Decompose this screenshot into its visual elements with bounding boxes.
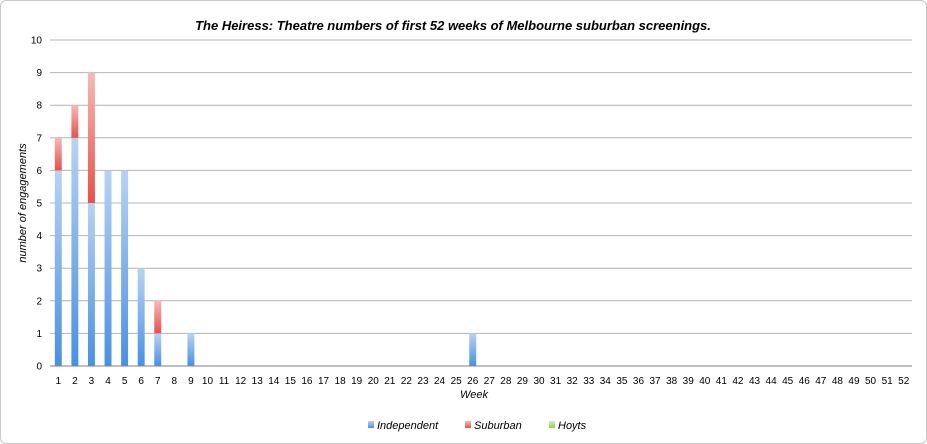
y-tick-label: 3	[36, 264, 42, 275]
x-tick-label: 28	[500, 376, 512, 387]
y-tick-label: 6	[36, 166, 42, 177]
x-tick-label: 43	[749, 376, 761, 387]
x-tick-label: 47	[815, 376, 827, 387]
x-tick-label: 29	[517, 376, 529, 387]
x-tick-label: 21	[384, 376, 396, 387]
legend-swatch-independent	[368, 421, 374, 428]
x-tick-label: 45	[782, 376, 794, 387]
legend-swatch-hoyts	[549, 421, 555, 428]
legend-label-independent: Independent	[377, 420, 439, 432]
y-tick-label: 7	[36, 133, 42, 144]
x-tick-label: 38	[666, 376, 678, 387]
x-tick-label: 14	[268, 376, 280, 387]
bar-suburban-week-3	[87, 72, 95, 203]
x-tick-label: 23	[417, 376, 429, 387]
x-tick-label: 36	[633, 376, 645, 387]
x-tick-label: 50	[865, 376, 877, 387]
x-tick-label: 40	[699, 376, 711, 387]
x-tick-label: 35	[616, 376, 628, 387]
y-tick-label: 1	[36, 329, 42, 340]
x-tick-label: 8	[172, 376, 178, 387]
x-tick-label: 52	[898, 376, 910, 387]
x-tick-label: 26	[467, 376, 479, 387]
x-tick-label: 31	[550, 376, 562, 387]
x-tick-label: 37	[649, 376, 661, 387]
legend-label-hoyts: Hoyts	[558, 420, 587, 432]
chart-title: The Heiress: Theatre numbers of first 52…	[195, 18, 711, 33]
x-tick-label: 20	[368, 376, 380, 387]
x-tick-label: 13	[252, 376, 264, 387]
x-tick-label: 25	[451, 376, 463, 387]
x-tick-label: 46	[799, 376, 811, 387]
x-tick-label: 7	[155, 376, 161, 387]
x-tick-label: 11	[219, 376, 230, 387]
x-tick-label: 9	[188, 376, 194, 387]
y-tick-label: 9	[36, 68, 42, 79]
legend-label-suburban: Suburban	[474, 420, 522, 432]
x-tick-label: 3	[89, 376, 95, 387]
x-tick-label: 34	[600, 376, 612, 387]
x-tick-label: 5	[122, 376, 128, 387]
x-tick-label: 19	[351, 376, 363, 387]
x-tick-label: 51	[882, 376, 894, 387]
x-tick-label: 44	[766, 376, 778, 387]
bar-independent-week-26	[469, 333, 477, 366]
x-tick-label: 30	[533, 376, 545, 387]
x-tick-label: 41	[716, 376, 728, 387]
x-tick-label: 6	[138, 376, 144, 387]
bar-suburban-week-2	[71, 105, 79, 138]
bar-independent-week-4	[104, 170, 112, 366]
legend-swatch-suburban	[465, 421, 471, 428]
y-tick-label: 0	[36, 362, 42, 373]
x-tick-label: 33	[583, 376, 595, 387]
bar-suburban-week-7	[154, 300, 162, 334]
y-tick-label: 8	[36, 101, 42, 112]
bar-independent-week-1	[54, 170, 62, 366]
x-tick-label: 22	[401, 376, 413, 387]
x-tick-label: 42	[732, 376, 744, 387]
y-tick-label: 10	[31, 36, 43, 47]
x-tick-label: 18	[335, 376, 347, 387]
x-tick-label: 24	[434, 376, 446, 387]
x-tick-label: 27	[484, 376, 496, 387]
y-tick-label: 4	[36, 231, 42, 242]
x-axis-label: Week	[460, 389, 488, 401]
y-axis-label: number of engagements	[17, 143, 29, 263]
x-tick-label: 10	[202, 376, 214, 387]
bar-independent-week-7	[154, 333, 162, 366]
x-tick-label: 15	[285, 376, 297, 387]
bar-independent-week-9	[187, 333, 195, 366]
bar-independent-week-6	[137, 268, 145, 366]
y-tick-label: 2	[36, 296, 42, 307]
x-tick-label: 17	[318, 376, 330, 387]
bar-suburban-week-1	[54, 137, 62, 171]
x-tick-label: 16	[301, 376, 313, 387]
bar-independent-week-3	[87, 203, 95, 366]
x-tick-label: 12	[235, 376, 247, 387]
x-tick-label: 1	[56, 376, 62, 387]
x-tick-label: 32	[567, 376, 579, 387]
bar-independent-week-5	[121, 170, 129, 366]
y-tick-label: 5	[36, 199, 42, 210]
x-tick-label: 39	[683, 376, 695, 387]
bar-independent-week-2	[71, 137, 79, 366]
x-tick-label: 48	[832, 376, 844, 387]
x-tick-label: 4	[105, 376, 111, 387]
legend: Independent Suburban Hoyts	[368, 420, 587, 432]
x-tick-label: 49	[848, 376, 860, 387]
x-tick-label: 2	[72, 376, 78, 387]
